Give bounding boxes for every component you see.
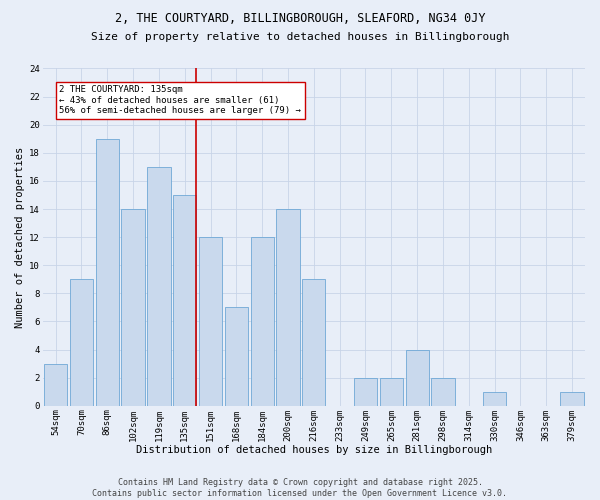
- Bar: [302, 280, 325, 406]
- Bar: [70, 280, 93, 406]
- Bar: [431, 378, 455, 406]
- Bar: [44, 364, 67, 406]
- Bar: [406, 350, 429, 406]
- Bar: [147, 167, 170, 406]
- Text: 2, THE COURTYARD, BILLINGBOROUGH, SLEAFORD, NG34 0JY: 2, THE COURTYARD, BILLINGBOROUGH, SLEAFO…: [115, 12, 485, 26]
- Text: Size of property relative to detached houses in Billingborough: Size of property relative to detached ho…: [91, 32, 509, 42]
- Bar: [95, 139, 119, 406]
- Bar: [354, 378, 377, 406]
- Bar: [225, 308, 248, 406]
- Bar: [483, 392, 506, 406]
- Bar: [199, 237, 222, 406]
- Text: Contains HM Land Registry data © Crown copyright and database right 2025.
Contai: Contains HM Land Registry data © Crown c…: [92, 478, 508, 498]
- Y-axis label: Number of detached properties: Number of detached properties: [15, 146, 25, 328]
- Bar: [173, 195, 196, 406]
- Bar: [277, 209, 299, 406]
- Text: 2 THE COURTYARD: 135sqm
← 43% of detached houses are smaller (61)
56% of semi-de: 2 THE COURTYARD: 135sqm ← 43% of detache…: [59, 86, 301, 115]
- Bar: [251, 237, 274, 406]
- X-axis label: Distribution of detached houses by size in Billingborough: Distribution of detached houses by size …: [136, 445, 492, 455]
- Bar: [560, 392, 584, 406]
- Bar: [380, 378, 403, 406]
- Bar: [121, 209, 145, 406]
